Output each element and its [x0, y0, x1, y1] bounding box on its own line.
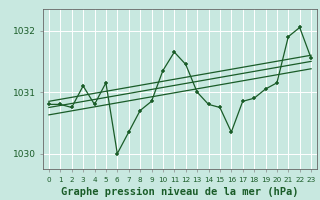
X-axis label: Graphe pression niveau de la mer (hPa): Graphe pression niveau de la mer (hPa) [61, 187, 299, 197]
